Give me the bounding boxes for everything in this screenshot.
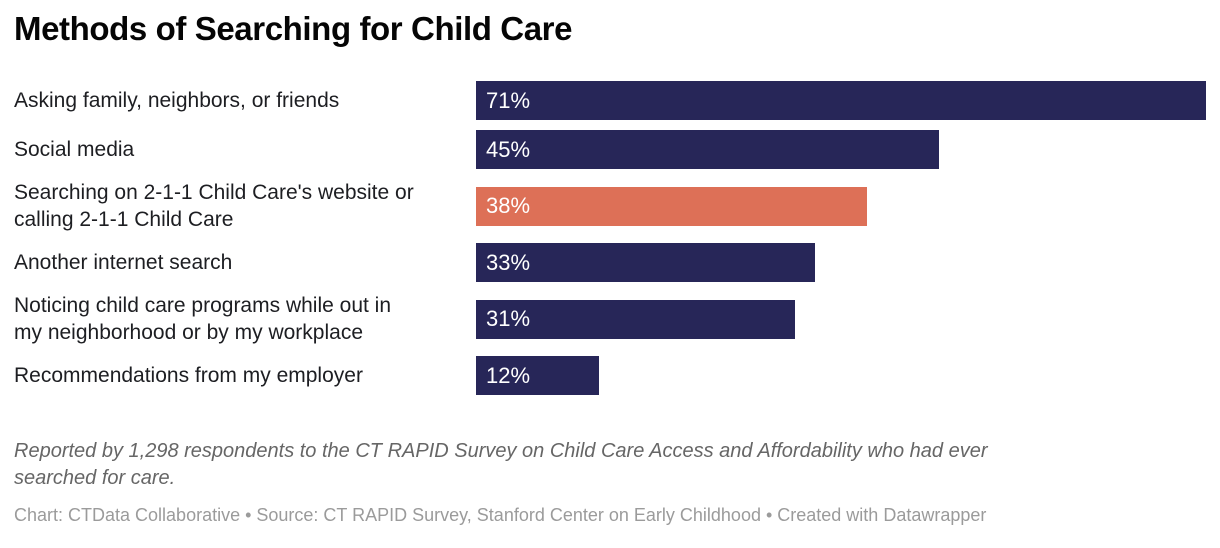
bar-track: 45% <box>476 130 1206 169</box>
bar-value-label: 31% <box>486 306 531 331</box>
bar-track: 71% <box>476 81 1206 120</box>
bar-row: Searching on 2-1-1 Child Care's website … <box>14 179 1206 233</box>
bar[interactable]: 31% <box>476 299 795 339</box>
bar-value-label: 38% <box>486 193 531 218</box>
bar[interactable]: 33% <box>476 243 816 282</box>
bar[interactable]: 45% <box>476 130 939 169</box>
datawrapper-chart: Methods of Searching for Child Care Aski… <box>0 10 1220 548</box>
bar-track: 31% <box>476 299 1206 339</box>
bar-track: 33% <box>476 243 1206 282</box>
bar-value-label: 71% <box>486 87 531 113</box>
category-label: Searching on 2-1-1 Child Care's website … <box>14 181 414 231</box>
bar[interactable]: 12% <box>476 356 600 395</box>
chart-byline: Chart: CTData Collaborative • Source: CT… <box>14 505 987 525</box>
bar-row: Asking family, neighbors, or friends 71% <box>14 81 1206 120</box>
bar-value-label: 33% <box>486 249 531 275</box>
bar-row: Recommendations from my employer 12% <box>14 356 1206 395</box>
bar-row: Another internet search 33% <box>14 243 1206 282</box>
bar[interactable]: 38% <box>476 186 867 226</box>
bar-value-label: 12% <box>486 362 531 388</box>
chart-notes: Reported by 1,298 respondents to the CT … <box>14 440 988 489</box>
bar-value-label: 45% <box>486 136 531 162</box>
category-label: Another internet search <box>14 251 233 274</box>
bar-chart-rows: Asking family, neighbors, or friends 71% S… <box>14 81 1206 395</box>
chart-title: Methods of Searching for Child Care <box>14 10 573 47</box>
category-label: Social media <box>14 138 135 161</box>
bar-track: 38% <box>476 186 1206 226</box>
bar[interactable]: 71% <box>476 81 1206 120</box>
category-label: Recommendations from my employer <box>14 364 363 387</box>
category-label: Asking family, neighbors, or friends <box>14 89 340 112</box>
bar-row: Noticing child care programs while out i… <box>14 292 1206 346</box>
category-label: Noticing child care programs while out i… <box>14 294 392 344</box>
bar-track: 12% <box>476 356 1206 395</box>
bar-row: Social media 45% <box>14 130 1206 169</box>
